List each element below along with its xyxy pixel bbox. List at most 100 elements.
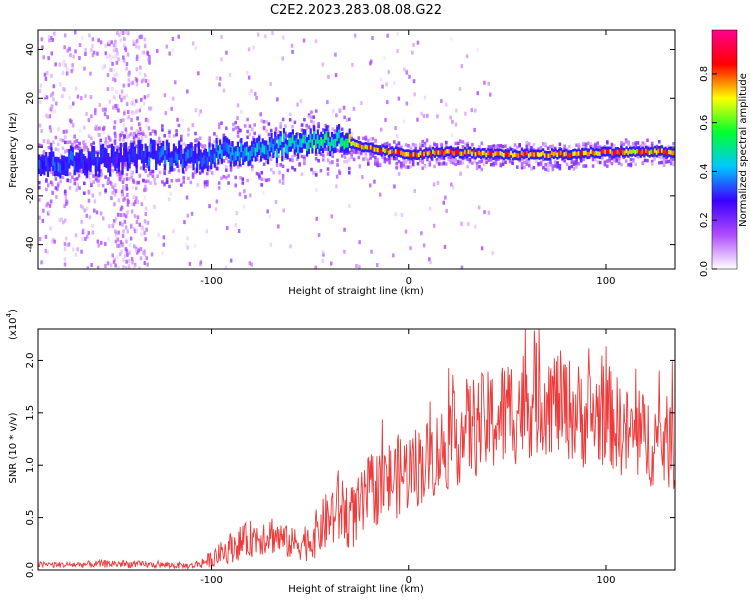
- heatmap-halo-cell: [475, 161, 479, 166]
- heatmap-ridge-core: [641, 149, 644, 154]
- heatmap-speckle-cell: [108, 42, 111, 47]
- heatmap-ridge-core: [636, 149, 639, 154]
- heatmap-halo-cell: [296, 157, 299, 161]
- heatmap-halo-cell: [187, 164, 190, 169]
- heatmap-halo-cell: [419, 158, 422, 163]
- heatmap-halo-cell: [161, 124, 164, 128]
- heatmap-ridge-core: [536, 152, 539, 157]
- heatmap-ridge-core: [357, 143, 360, 148]
- heatmap-halo-cell: [643, 158, 647, 163]
- heatmap-ridge-core: [295, 138, 298, 148]
- heatmap-halo-cell: [156, 140, 159, 144]
- heatmap-ridge-core: [196, 158, 199, 168]
- heatmap-speckle-cell: [425, 138, 429, 143]
- heatmap-ridge-core: [265, 145, 268, 155]
- heatmap-halo-cell: [144, 134, 148, 138]
- heatmap-speckle-cell: [144, 206, 148, 211]
- heatmap-halo-cell: [490, 158, 493, 162]
- heatmap-ridge-core: [62, 160, 65, 170]
- heatmap-ridge-core: [499, 151, 502, 156]
- heatmap-ridge-core: [588, 151, 591, 157]
- heatmap-speckle-cell: [113, 120, 117, 125]
- heatmap-speckle-cell: [467, 222, 470, 226]
- heatmap-ridge-core: [263, 145, 266, 155]
- heatmap-speckle-cell: [90, 48, 93, 53]
- heatmap-halo-cell: [180, 183, 183, 187]
- heatmap-speckle-cell: [89, 178, 92, 183]
- heatmap-halo-cell: [480, 159, 484, 164]
- heatmap-ridge-core: [39, 161, 42, 171]
- heatmap-speckle-cell: [132, 227, 136, 231]
- heatmap-speckle-cell: [426, 113, 429, 118]
- heatmap-speckle-cell: [274, 200, 278, 204]
- heatmap-halo-cell: [407, 165, 410, 169]
- heatmap-ridge-core: [55, 162, 58, 171]
- heatmap-halo-cell: [90, 142, 93, 147]
- heatmap-speckle-cell: [63, 218, 67, 223]
- heatmap-halo-cell: [111, 169, 114, 173]
- heatmap-ridge-core: [133, 151, 136, 161]
- heatmap-speckle-cell: [144, 187, 148, 192]
- heatmap-halo-cell: [78, 141, 81, 146]
- heatmap-halo-cell: [191, 175, 195, 179]
- heatmap-ridge-core: [549, 153, 552, 158]
- heatmap-halo-cell: [196, 183, 200, 187]
- heatmap-ridge-core: [485, 152, 488, 158]
- heatmap-speckle-cell: [113, 183, 117, 188]
- heatmap-halo-cell: [456, 141, 460, 146]
- heatmap-halo-cell: [196, 137, 200, 142]
- heatmap-halo-cell: [565, 162, 569, 167]
- heatmap-speckle-cell: [125, 62, 129, 66]
- heatmap-ridge-core: [231, 146, 234, 156]
- heatmap-ridge-core: [226, 142, 229, 152]
- heatmap-halo-cell: [234, 183, 237, 188]
- heatmap-speckle-cell: [402, 119, 406, 124]
- heatmap-ridge-core: [387, 150, 390, 155]
- heatmap-speckle-cell: [74, 86, 78, 91]
- heatmap-halo-cell: [499, 162, 503, 166]
- heatmap-halo-cell: [520, 163, 524, 167]
- heatmap-ridge-core: [432, 149, 435, 154]
- heatmap-speckle-cell: [127, 115, 131, 120]
- heatmap-halo-cell: [577, 143, 581, 147]
- heatmap-halo-cell: [610, 142, 614, 147]
- heatmap-halo-cell: [658, 140, 661, 144]
- heatmap-ridge-core: [462, 151, 465, 156]
- heatmap-speckle-cell: [126, 192, 129, 197]
- heatmap-speckle-cell: [110, 40, 113, 45]
- heatmap-ridge-core: [329, 142, 332, 151]
- heatmap-halo-cell: [641, 141, 645, 145]
- heatmap-speckle-cell: [150, 252, 154, 257]
- heatmap-speckle-cell: [314, 39, 318, 44]
- heatmap-ridge-core: [325, 131, 328, 140]
- heatmap-halo-cell: [352, 157, 356, 162]
- heatmap-ridge-core: [320, 137, 323, 146]
- heatmap-halo-cell: [669, 156, 673, 160]
- heatmap-speckle-cell: [95, 210, 99, 215]
- heatmap-halo-cell: [452, 161, 455, 165]
- heatmap-halo-cell: [582, 164, 585, 168]
- heatmap-speckle-cell: [144, 184, 147, 189]
- heatmap-ridge-core: [66, 162, 69, 171]
- heatmap-halo-cell: [258, 133, 261, 138]
- heatmap-halo-cell: [248, 124, 252, 128]
- heatmap-speckle-cell: [44, 76, 48, 81]
- heatmap-speckle-cell: [225, 50, 228, 55]
- heatmap-halo-cell: [388, 159, 391, 163]
- heatmap-halo-cell: [101, 183, 105, 188]
- heatmap-halo-cell: [49, 142, 53, 147]
- heatmap-speckle-cell: [141, 50, 145, 55]
- heatmap-halo-cell: [99, 138, 103, 143]
- heatmap-speckle-cell: [138, 266, 141, 269]
- heatmap-speckle-cell: [80, 96, 83, 101]
- heatmap-speckle-cell: [148, 57, 151, 61]
- heatmap-speckle-cell: [440, 99, 443, 104]
- heatmap-speckle-cell: [416, 117, 419, 122]
- heatmap-halo-cell: [596, 145, 600, 149]
- heatmap-ridge-core: [100, 150, 103, 159]
- heatmap-halo-cell: [409, 146, 413, 150]
- heatmap-speckle-cell: [133, 262, 137, 267]
- heatmap-speckle-cell: [113, 73, 116, 78]
- heatmap-speckle-cell: [197, 71, 200, 76]
- heatmap-ridge-core: [309, 133, 312, 143]
